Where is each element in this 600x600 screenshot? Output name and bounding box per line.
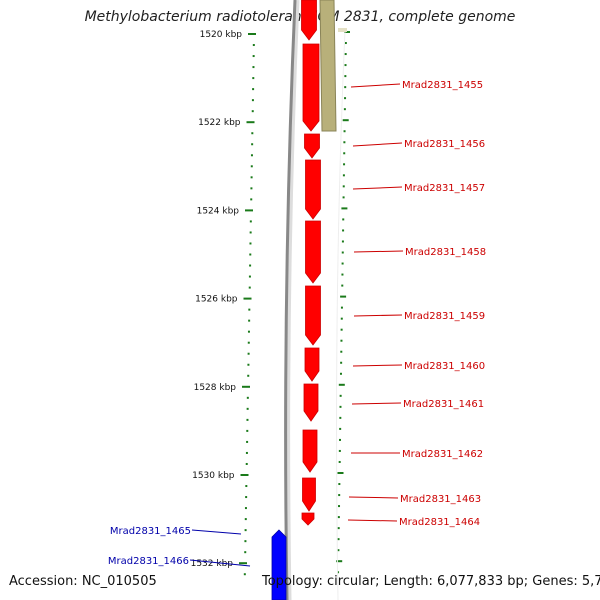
forward-gene-arrow: [302, 429, 318, 473]
forward-gene-label: Mrad2831_1457: [404, 183, 485, 194]
feature-track-stub: [338, 28, 347, 32]
scale-tick-label: 1532 kbp: [191, 559, 234, 569]
scale-tick-label: 1530 kbp: [192, 471, 235, 481]
accession-text: Accession: NC_010505: [9, 574, 157, 589]
gene-leader-line: [352, 364, 403, 367]
forward-gene-arrow: [301, 512, 315, 526]
scale-tick-label: 1528 kbp: [194, 383, 237, 393]
reverse-gene-label: Mrad2831_1466: [108, 556, 189, 567]
gene-leader-line: [352, 186, 403, 190]
gene-leader-line: [347, 519, 398, 522]
forward-gene-label: Mrad2831_1455: [402, 80, 483, 91]
gene-leader-line: [351, 402, 402, 405]
forward-gene-label: Mrad2831_1461: [403, 399, 484, 410]
reverse-gene-label: Mrad2831_1465: [110, 526, 191, 537]
forward-gene-arrow: [302, 477, 316, 512]
gene-leader-line: [348, 496, 399, 499]
gene-leader-line: [353, 314, 403, 317]
forward-gene-label: Mrad2831_1460: [404, 361, 485, 372]
scale-tick-label: 1524 kbp: [197, 206, 240, 216]
scale-tick-label: 1520 kbp: [200, 30, 243, 40]
map-title: Methylobacterium radiotolerans JCM 2831,…: [84, 9, 516, 25]
gene-leader-line: [350, 83, 401, 88]
forward-gene-label: Mrad2831_1458: [405, 247, 486, 258]
gene-leader-line: [189, 559, 251, 567]
scale-tick-label: 1526 kbp: [195, 295, 238, 305]
reverse-gene-arrow: [271, 529, 287, 600]
forward-gene-arrow: [303, 383, 319, 422]
outer-guide-line: [336, 29, 346, 600]
forward-gene-label: Mrad2831_1459: [404, 311, 485, 322]
forward-gene-arrow: [305, 220, 321, 284]
scale-tick-label: 1522 kbp: [198, 118, 241, 128]
forward-gene-arrow: [301, 0, 317, 41]
gene-leader-line: [352, 142, 403, 147]
gene-leader-line: [353, 250, 404, 253]
topology-text: Topology: circular; Length: 6,077,833 bp…: [262, 574, 600, 589]
forward-gene-arrow: [304, 347, 320, 382]
feature-track-block: [319, 0, 337, 132]
backbone-line: [284, 0, 297, 600]
forward-gene-label: Mrad2831_1456: [404, 139, 485, 150]
forward-gene-label: Mrad2831_1464: [399, 517, 480, 528]
forward-gene-arrow: [302, 43, 320, 132]
forward-gene-arrow: [304, 133, 320, 159]
forward-gene-label: Mrad2831_1463: [400, 494, 481, 505]
forward-gene-arrow: [305, 159, 321, 220]
gene-leader-line: [191, 529, 242, 535]
forward-gene-label: Mrad2831_1462: [402, 449, 483, 460]
backbone-shadow: [285, 0, 300, 600]
forward-gene-arrow: [305, 285, 321, 346]
